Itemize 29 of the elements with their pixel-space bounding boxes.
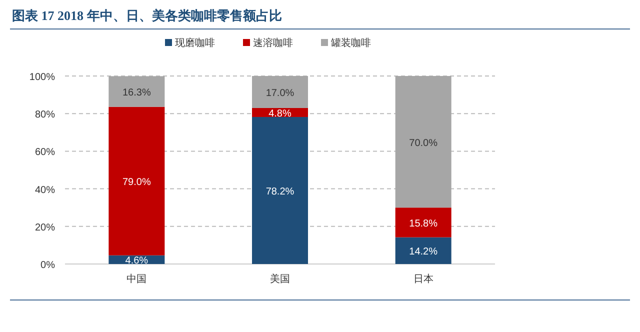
bar	[252, 116, 308, 264]
chart-title: 图表 17 2018 年中、日、美各类咖啡零售额占比	[12, 8, 282, 23]
bar	[395, 208, 452, 238]
x-tick-label: 美国	[270, 273, 290, 285]
data-label: 17.0%	[266, 88, 294, 99]
y-tick-label: 100%	[29, 72, 56, 83]
y-tick-label: 40%	[34, 184, 56, 196]
bar	[395, 237, 452, 264]
y-tick-label: 60%	[34, 147, 56, 158]
y-tick-label: 80%	[34, 110, 56, 121]
data-label: 70.0%	[409, 138, 438, 149]
bar	[395, 76, 452, 208]
y-tick-label: 0%	[40, 260, 56, 271]
bar	[252, 76, 308, 108]
data-label: 78.2%	[266, 186, 294, 198]
bar	[108, 106, 165, 256]
x-tick-label: 日本	[413, 273, 434, 285]
legend-label: 罐装咖啡	[331, 37, 371, 49]
data-label: 14.2%	[409, 246, 438, 258]
y-tick-label: 20%	[34, 222, 56, 234]
legend-label: 现磨咖啡	[175, 37, 215, 49]
data-label: 4.6%	[125, 256, 148, 267]
legend-label: 速溶咖啡	[253, 37, 293, 49]
data-label: 16.3%	[122, 88, 151, 99]
bar	[108, 76, 165, 107]
x-tick-label: 中国	[126, 273, 147, 285]
data-label: 4.8%	[268, 108, 292, 120]
data-label: 15.8%	[409, 218, 438, 230]
data-label: 79.0%	[122, 177, 151, 188]
